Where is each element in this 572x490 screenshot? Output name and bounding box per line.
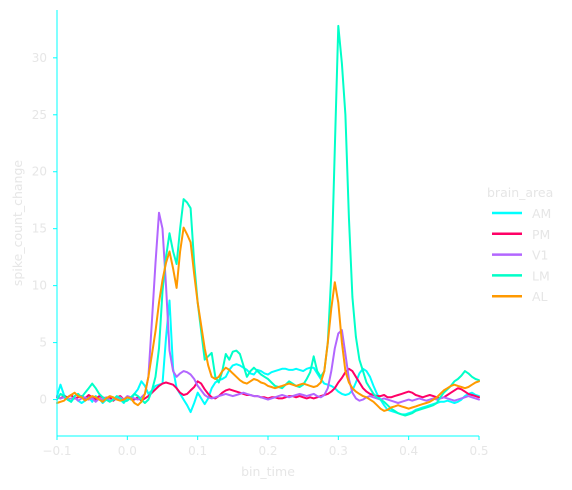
x-tick-label: 0.3 — [329, 444, 348, 458]
plot-area — [56, 24, 480, 417]
y-tick-label: 25 — [32, 108, 47, 122]
legend-label-v1: V1 — [532, 248, 549, 263]
y-axis-ticks: 0 5 10 15 20 25 30 — [32, 51, 57, 407]
legend-title: brain_area — [487, 185, 553, 200]
x-tick-label: 0.5 — [469, 444, 488, 458]
x-tick-label: 0.0 — [118, 444, 137, 458]
series-line-lm — [56, 24, 480, 417]
legend-label-am: AM — [532, 206, 551, 221]
y-tick-label: 30 — [32, 51, 47, 65]
x-tick-label: 0.4 — [399, 444, 418, 458]
y-tick-label: 10 — [32, 279, 47, 293]
legend: brain_area AM PM V1 LM AL — [487, 185, 553, 304]
legend-label-pm: PM — [532, 227, 550, 242]
legend-label-al: AL — [532, 289, 548, 304]
y-tick-label: 5 — [39, 336, 47, 350]
x-tick-label: 0.2 — [258, 444, 277, 458]
y-tick-label: 0 — [39, 393, 47, 407]
legend-label-lm: LM — [532, 268, 550, 283]
y-tick-label: 15 — [32, 222, 47, 236]
y-tick-label: 20 — [32, 165, 47, 179]
x-tick-label: −0.1 — [42, 444, 71, 458]
series-line-al — [56, 226, 480, 412]
x-axis-ticks: −0.1 0.0 0.1 0.2 0.3 0.4 0.5 — [42, 436, 489, 458]
x-tick-label: 0.1 — [188, 444, 207, 458]
x-axis-label: bin_time — [241, 464, 295, 479]
y-axis-label: spike_count_change — [10, 160, 25, 286]
series-line-v1 — [56, 211, 480, 404]
